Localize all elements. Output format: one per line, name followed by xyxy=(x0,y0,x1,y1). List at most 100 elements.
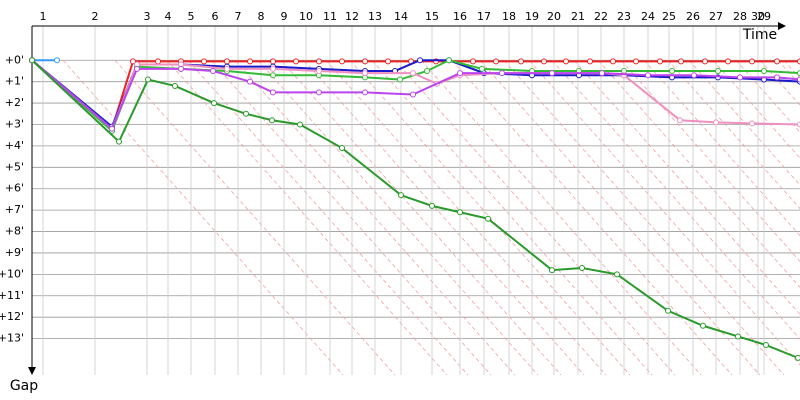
data-point xyxy=(417,57,423,64)
y-tick-label: +13' xyxy=(0,332,24,345)
data-point xyxy=(749,120,755,127)
x-tick-label: 8 xyxy=(258,10,265,23)
x-tick-label: 25 xyxy=(662,10,676,23)
data-point xyxy=(155,58,161,65)
data-point xyxy=(224,65,230,72)
x-tick-label: 13 xyxy=(368,10,382,23)
data-point xyxy=(316,67,322,74)
reference-line xyxy=(114,59,396,376)
data-point xyxy=(243,110,249,117)
data-point xyxy=(29,57,35,64)
data-point xyxy=(247,78,253,85)
y-tick-label: +7' xyxy=(5,203,24,216)
y-tick-label: +11' xyxy=(0,289,24,302)
x-tick-label: 3 xyxy=(144,10,151,23)
x-tick-label: 16 xyxy=(453,10,467,23)
data-point xyxy=(270,65,276,72)
data-point xyxy=(429,202,435,209)
x-tick-label: 10 xyxy=(299,10,313,23)
data-point xyxy=(339,145,345,152)
data-point xyxy=(541,58,547,65)
data-point xyxy=(610,58,616,65)
y-tick-label: +5' xyxy=(5,160,24,173)
data-point xyxy=(665,307,671,314)
data-point xyxy=(749,58,755,65)
y-tick-label: +2' xyxy=(5,96,24,109)
data-point xyxy=(563,58,569,65)
x-tick-label: 19 xyxy=(525,10,539,23)
data-point xyxy=(761,67,767,74)
x-tick-label: 4 xyxy=(165,10,172,23)
data-point xyxy=(479,65,485,72)
reference-line xyxy=(688,59,800,186)
data-point xyxy=(518,58,524,65)
data-point xyxy=(224,58,230,65)
data-point xyxy=(549,267,555,274)
reference-line xyxy=(371,59,653,376)
reference-line xyxy=(62,59,344,376)
data-point xyxy=(446,57,452,64)
data-point xyxy=(297,121,303,128)
reference-line xyxy=(166,59,448,376)
data-point xyxy=(700,322,706,329)
data-point xyxy=(797,58,800,65)
data-point xyxy=(797,76,800,83)
data-point xyxy=(614,271,620,278)
data-point xyxy=(398,192,404,199)
reference-line xyxy=(394,59,676,376)
x-tick-label: 12 xyxy=(345,10,359,23)
data-point xyxy=(270,89,276,96)
x-tick-label: 21 xyxy=(571,10,585,23)
x-tick-label: 29 xyxy=(757,10,771,23)
y-tick-label: +12' xyxy=(0,310,24,323)
data-point xyxy=(677,117,683,124)
reference-line xyxy=(597,59,800,288)
data-point xyxy=(109,125,115,132)
data-point xyxy=(579,264,585,271)
data-point xyxy=(130,58,136,65)
data-point xyxy=(210,67,216,74)
x-tick-label: 15 xyxy=(425,10,439,23)
data-point xyxy=(424,67,430,74)
reference-line xyxy=(451,59,733,376)
reference-line xyxy=(280,59,562,376)
data-point xyxy=(633,58,639,65)
data-point xyxy=(397,76,403,83)
data-point xyxy=(713,119,719,126)
data-point xyxy=(362,89,368,96)
data-point xyxy=(270,58,276,65)
x-tick-label: 24 xyxy=(641,10,655,23)
x-tick-label: 6 xyxy=(212,10,219,23)
x-tick-label: 26 xyxy=(686,10,700,23)
reference-line xyxy=(620,59,800,263)
y-tick-label: +1' xyxy=(5,75,24,88)
data-point xyxy=(269,117,275,124)
x-tick-label: 30 xyxy=(751,10,765,23)
y-tick-label: +10' xyxy=(0,267,24,280)
reference-line xyxy=(325,59,607,376)
reference-line xyxy=(759,59,800,106)
data-point xyxy=(385,58,391,65)
data-point xyxy=(362,70,368,77)
data-point xyxy=(774,74,780,81)
reference-line xyxy=(503,59,785,376)
data-point xyxy=(316,58,322,65)
data-point xyxy=(457,70,463,77)
data-point xyxy=(797,70,800,77)
data-point xyxy=(293,58,299,65)
data-point xyxy=(678,58,684,65)
data-point xyxy=(645,72,651,79)
reference-line xyxy=(712,59,800,159)
reference-line xyxy=(420,59,702,376)
y-axis-arrow xyxy=(28,367,36,375)
data-point xyxy=(657,58,663,65)
data-point xyxy=(116,138,122,145)
x-tick-label: 22 xyxy=(594,10,608,23)
data-point xyxy=(410,70,416,77)
y-axis-label: Gap xyxy=(10,378,38,394)
reference-line xyxy=(187,59,469,376)
data-point xyxy=(54,57,60,64)
reference-line xyxy=(643,59,800,237)
data-point xyxy=(763,342,769,349)
